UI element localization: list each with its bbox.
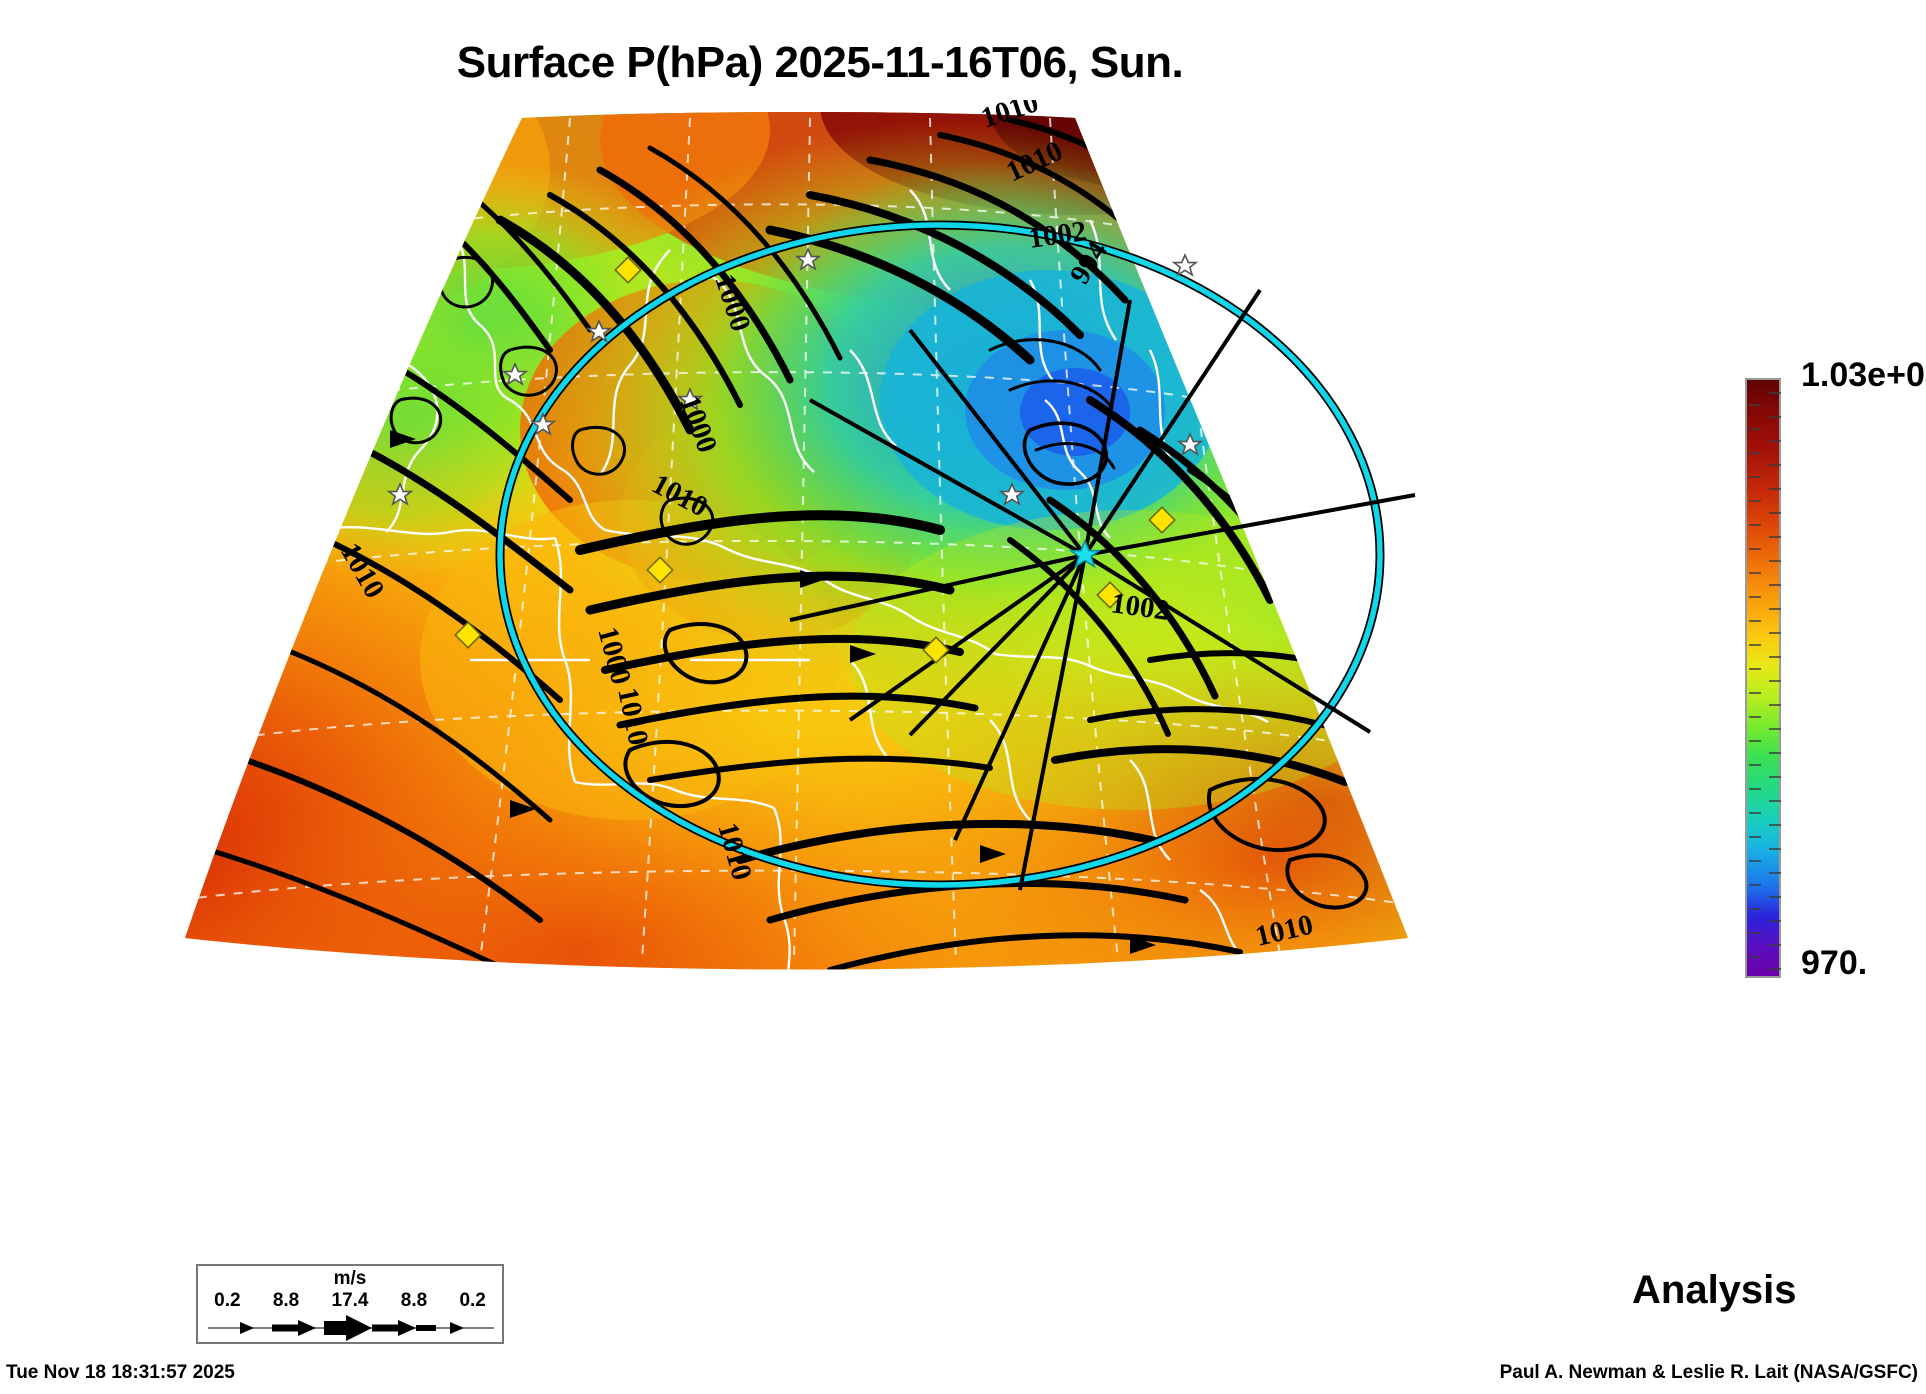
colorbar-min-label: 970. [1801, 944, 1868, 982]
wind-tick-3: 8.8 [400, 1290, 428, 1311]
colorbar: 1.03e+03 970. [1745, 356, 1926, 998]
analysis-label: Analysis [1632, 1268, 1797, 1312]
wind-legend-unit: m/s [333, 1268, 367, 1289]
colorbar-gradient [1745, 378, 1781, 978]
waypoint-markers[interactable] [454, 256, 1176, 664]
storm-center-marker[interactable] [1068, 538, 1102, 569]
wind-tick-1: 8.8 [272, 1290, 300, 1311]
flight-tracks [789, 288, 1416, 891]
colorbar-max-label: 1.03e+03 [1801, 356, 1926, 394]
page-title: Surface P(hPa) 2025-11-16T06, Sun. [456, 38, 1184, 87]
map-plot-area[interactable]: 1010 1010 1002 994 1000 1000 1010 1010 1… [150, 100, 1440, 1000]
footer-timestamp: Tue Nov 18 18:31:57 2025 [6, 1362, 235, 1383]
footer-credit: Paul A. Newman & Leslie R. Lait (NASA/GS… [1499, 1362, 1918, 1383]
wind-tick-4: 0.2 [459, 1290, 486, 1311]
wind-legend-ticks: 0.2 8.8 17.4 8.8 0.2 [198, 1290, 502, 1312]
contour-label: 1002 [1027, 215, 1089, 255]
wind-legend-arrows [206, 1314, 496, 1342]
contour-label: 1002 [1109, 587, 1171, 627]
station-markers[interactable] [386, 246, 1204, 506]
range-ring [495, 220, 1385, 890]
wind-vector-legend: m/s 0.2 8.8 17.4 8.8 0.2 [196, 1264, 504, 1344]
wind-tick-0: 0.2 [214, 1290, 241, 1311]
wind-tick-2: 17.4 [331, 1290, 369, 1311]
